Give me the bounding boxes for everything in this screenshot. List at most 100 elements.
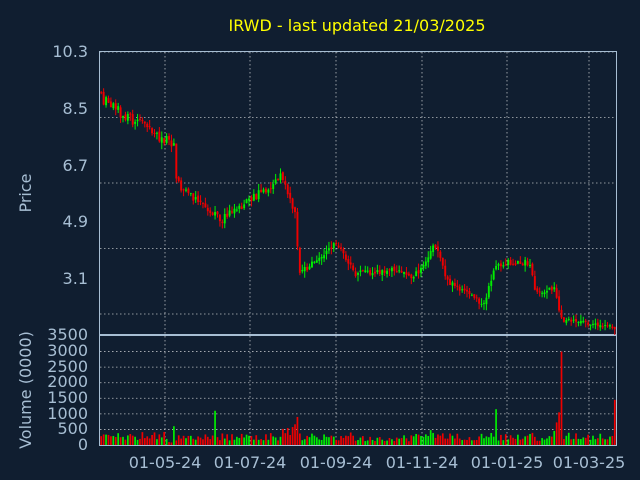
volume-bar — [214, 410, 216, 445]
volume-bar — [386, 440, 388, 445]
volume-bar — [604, 439, 606, 445]
volume-bar — [148, 438, 151, 445]
price-candle — [463, 288, 466, 291]
volume-bar — [471, 440, 473, 445]
volume-bar — [473, 440, 476, 445]
price-candle — [512, 263, 515, 265]
volume-bar — [170, 442, 173, 445]
volume-bar — [320, 439, 323, 445]
volume-bar — [202, 439, 204, 445]
price-candle — [107, 98, 110, 103]
price-candle — [357, 273, 359, 275]
volume-bar — [267, 439, 270, 445]
price-candle — [444, 265, 447, 277]
price-candle — [296, 211, 299, 247]
volume-bar — [521, 438, 524, 445]
price-candle — [204, 203, 207, 208]
price-candle — [180, 180, 183, 191]
price-candle — [248, 198, 250, 201]
volume-bar — [228, 440, 231, 445]
price-candle — [245, 199, 248, 204]
volume-bar — [345, 435, 347, 445]
price-candle — [284, 180, 287, 185]
volume-bar — [296, 416, 299, 445]
volume-bar — [238, 437, 241, 445]
price-candle — [524, 259, 527, 266]
price-candle — [446, 276, 449, 280]
price-candle — [364, 270, 367, 273]
price-candle — [352, 265, 355, 271]
price-candle — [269, 188, 272, 190]
volume-bar — [405, 438, 408, 445]
volume-bar — [374, 441, 376, 445]
volume-bar — [265, 434, 267, 445]
price-candle — [550, 286, 553, 291]
volume-bar — [427, 435, 430, 445]
volume-bar — [400, 438, 403, 445]
volume-bar — [269, 433, 272, 445]
price-candle — [185, 189, 187, 191]
price-candle — [536, 288, 539, 292]
price-candle — [507, 259, 510, 266]
price-candle — [526, 261, 529, 266]
volume-bar — [100, 436, 103, 445]
volume-bar — [117, 433, 120, 445]
volume-bar — [359, 437, 362, 445]
volume-bar — [490, 433, 493, 445]
volume-bar — [560, 351, 563, 445]
price-candle — [577, 321, 580, 323]
price-candle — [371, 273, 374, 276]
volume-bar — [194, 439, 197, 445]
price-candle — [497, 264, 500, 266]
volume-bar — [175, 440, 178, 445]
volume-bar — [177, 435, 180, 445]
price-candle — [109, 101, 112, 108]
price-candle — [240, 206, 243, 210]
volume-bar — [274, 437, 277, 445]
price-candle — [545, 290, 548, 293]
price-candle — [504, 264, 507, 266]
price-candle — [596, 322, 599, 327]
price-candle — [461, 289, 464, 291]
volume-bar — [107, 434, 110, 445]
volume-bars — [100, 351, 616, 445]
price-candle — [243, 204, 246, 209]
price-candle — [509, 259, 512, 265]
price-candle — [458, 286, 461, 291]
volume-bar — [337, 440, 340, 445]
price-candle — [502, 265, 505, 267]
price-candle — [267, 189, 270, 193]
chart-title: IRWD - last updated 21/03/2025 — [228, 16, 485, 35]
volume-tick-label: 500 — [57, 419, 88, 438]
price-candle — [146, 123, 149, 128]
price-candle — [405, 272, 408, 275]
date-tick-label: 01-11-24 — [386, 453, 459, 472]
price-candle — [490, 280, 493, 286]
price-candle — [311, 261, 313, 268]
price-candle — [344, 254, 347, 260]
price-candle — [422, 264, 425, 269]
volume-bar — [587, 434, 589, 445]
price-candle — [492, 270, 495, 280]
volume-bar — [601, 438, 604, 445]
price-candle — [131, 114, 134, 125]
volume-bar — [553, 430, 556, 445]
volume-bar — [592, 435, 594, 445]
price-candle — [119, 107, 122, 118]
volume-bar — [352, 435, 355, 445]
volume-bar — [456, 433, 459, 445]
volume-bar — [449, 433, 451, 445]
price-candle — [340, 247, 343, 249]
price-tick-label: 4.9 — [63, 212, 88, 231]
volume-bar — [243, 437, 245, 445]
volume-bar — [533, 436, 536, 445]
volume-bar — [495, 409, 497, 445]
volume-bar — [262, 440, 265, 445]
price-plot-frame — [99, 51, 617, 335]
price-candle — [221, 221, 224, 223]
price-candle — [499, 263, 502, 267]
volume-bar — [410, 435, 413, 445]
volume-bar — [216, 437, 219, 445]
volume-bar — [391, 439, 393, 445]
volume-bar — [550, 436, 553, 445]
